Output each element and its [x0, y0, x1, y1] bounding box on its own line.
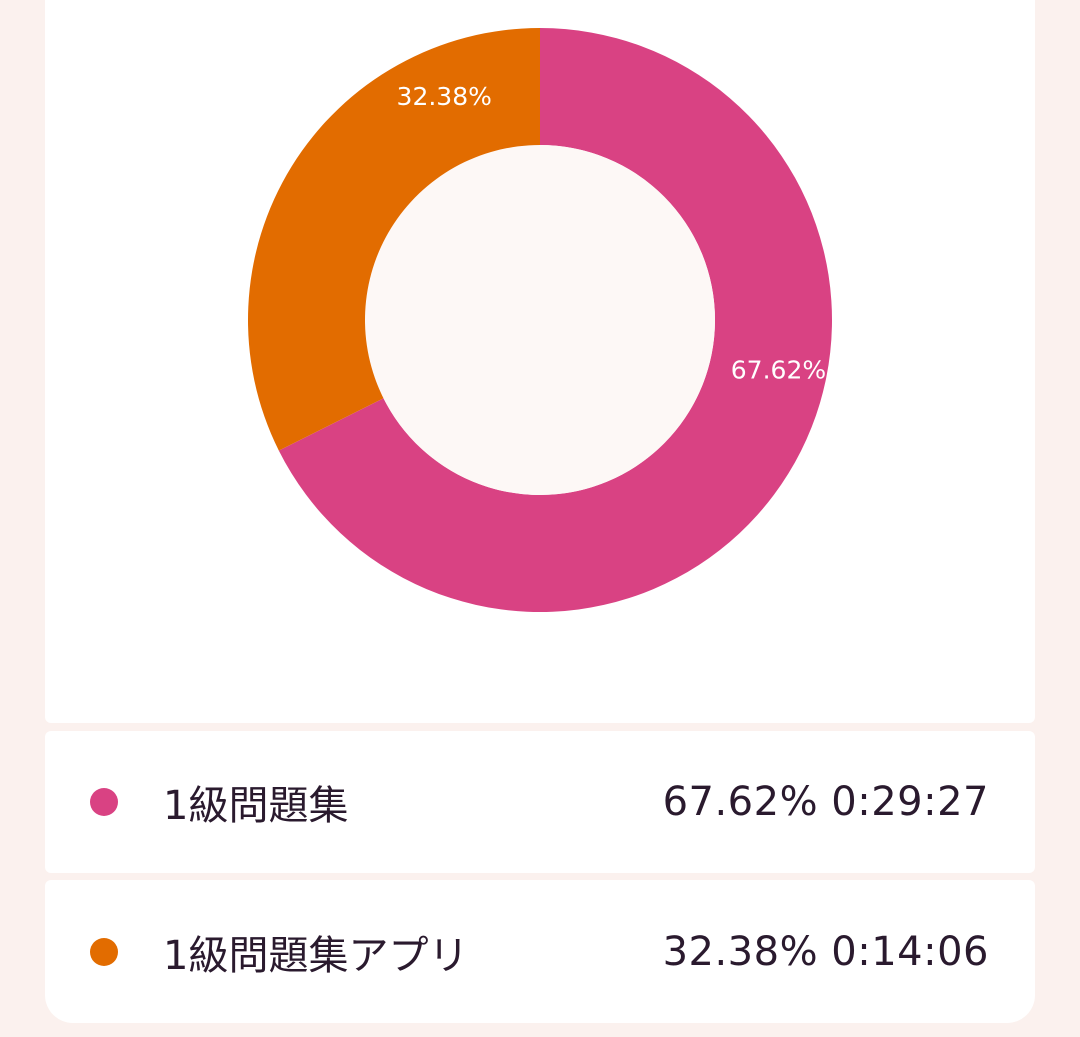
- donut-hole: [365, 145, 715, 495]
- legend-value-1: 67.62% 0:29:27: [662, 779, 989, 825]
- legend-name-1: 1級問題集: [163, 783, 349, 829]
- legend-row-1[interactable]: 1級問題集 67.62% 0:29:27: [45, 731, 1035, 873]
- legend-row-2[interactable]: 1級問題集アプリ 32.38% 0:14:06: [45, 880, 1035, 1023]
- donut-slice-2[interactable]: [247, 28, 541, 451]
- slice-label-2: 32.38%: [397, 82, 492, 111]
- donut-chart: 67.62% 32.38%: [247, 28, 832, 612]
- chart-card: 67.62% 32.38%: [45, 0, 1035, 723]
- legend-dot-2: [90, 937, 118, 966]
- legend-value-2: 32.38% 0:14:06: [662, 928, 989, 975]
- donut-slice-1[interactable]: [278, 28, 832, 612]
- slice-label-1: 67.62%: [731, 356, 826, 385]
- legend-dot-1: [90, 788, 118, 816]
- legend-name-2: 1級問題集アプリ: [163, 932, 469, 979]
